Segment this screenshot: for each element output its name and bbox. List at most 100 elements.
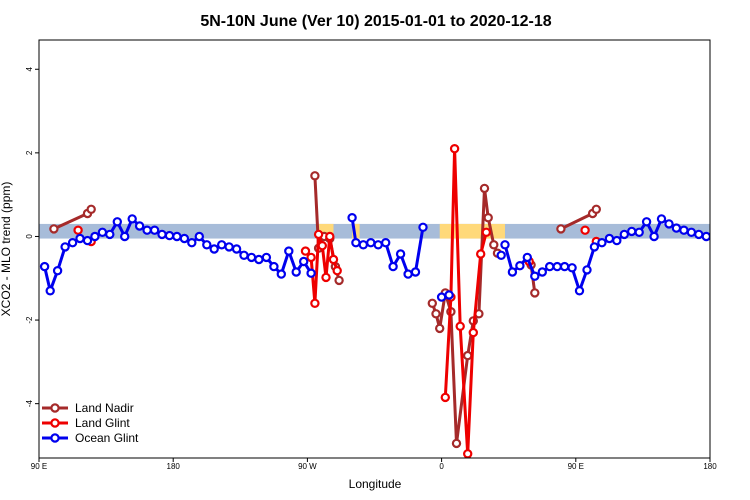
data-point-land-nadir-3-1 (530, 288, 540, 298)
y-tick-label-0: -4 (25, 400, 34, 408)
data-point-land-nadir-2-11 (489, 240, 499, 250)
data-point-ocean-glint-3-10 (574, 286, 585, 296)
data-point-ocean-glint-3-12 (589, 242, 600, 252)
data-point-ocean-glint-3-7 (552, 261, 562, 272)
data-point-land-nadir-1-5 (334, 275, 344, 286)
data-point-ocean-glint-1-7 (395, 249, 406, 259)
data-point-ocean-glint-1-10 (418, 222, 428, 232)
data-point-land-glint-3-5 (468, 327, 478, 338)
data-point-ocean-glint-0-6 (82, 235, 93, 246)
data-point-ocean-glint-0-14 (142, 225, 152, 235)
data-point-ocean-glint-1-0 (347, 212, 357, 223)
data-point-ocean-glint-3-1 (507, 267, 518, 277)
data-point-ocean-glint-1-4 (373, 240, 383, 250)
data-point-ocean-glint-3-5 (537, 267, 548, 277)
data-point-land-glint-2-1 (306, 252, 316, 263)
data-point-ocean-glint-3-25 (686, 227, 697, 237)
data-point-land-nadir-0-0 (49, 224, 59, 234)
data-point-ocean-glint-0-34 (291, 267, 301, 277)
legend-entry-land-nadir: Land Nadir (42, 401, 134, 415)
data-point-ocean-glint-3-6 (545, 261, 555, 272)
data-point-ocean-glint-3-2 (515, 261, 525, 271)
data-point-ocean-glint-3-15 (612, 235, 622, 246)
land-band-2 (439, 223, 483, 239)
x-axis: 90 E 180 90 W 0 90 E 180 (31, 458, 717, 471)
data-point-ocean-glint-0-31 (269, 261, 279, 272)
data-point-ocean-glint-0-27 (239, 250, 249, 260)
ocean-band (39, 223, 710, 239)
data-point-land-nadir-2-9 (479, 183, 490, 194)
data-point-ocean-glint-3-11 (582, 265, 592, 275)
data-point-land-glint-3-6 (476, 249, 486, 259)
data-point-ocean-glint-3-0 (500, 240, 510, 250)
data-point-land-glint-3-7 (481, 227, 491, 237)
data-point-land-glint-5-0 (580, 225, 590, 235)
y-axis-label: XCO2 - MLO trend (ppm) (0, 182, 13, 317)
data-point-ocean-glint-0-4 (67, 237, 78, 248)
data-point-ocean-glint-0-18 (172, 231, 182, 242)
data-point-land-nadir-2-6 (463, 350, 473, 361)
data-point-land-glint-3-3 (455, 321, 465, 331)
x-tick-label-1: 180 (167, 462, 181, 471)
data-point-ocean-glint-0-32 (276, 269, 286, 279)
data-point-ocean-glint-0-7 (90, 231, 100, 242)
series-line-land-glint-3 (443, 147, 488, 456)
data-point-ocean-glint-0-10 (112, 217, 123, 227)
data-point-ocean-glint-3-8 (559, 261, 570, 272)
data-point-land-nadir-2-10 (483, 212, 493, 223)
series-ocean-glint (39, 212, 710, 302)
data-point-land-nadir-2-5 (451, 438, 462, 449)
legend-entry-ocean-glint: Ocean Glint (42, 431, 139, 445)
data-point-ocean-glint-0-15 (149, 225, 160, 235)
data-point-land-nadir-1-0 (310, 171, 320, 181)
data-point-ocean-glint-1-9 (410, 267, 421, 277)
data-point-ocean-glint-1-6 (388, 261, 398, 272)
legend-swatch-marker-land-nadir (50, 403, 60, 413)
data-point-ocean-glint-0-26 (231, 244, 242, 254)
legend-label-land-nadir: Land Nadir (75, 401, 134, 415)
background-band (39, 223, 710, 239)
data-point-ocean-glint-3-9 (567, 263, 577, 273)
data-point-land-glint-3-0 (440, 392, 450, 403)
data-point-ocean-glint-0-17 (164, 230, 175, 241)
legend-entry-land-glint: Land Glint (42, 416, 130, 430)
series-land-glint (73, 143, 602, 458)
plot-series (39, 143, 710, 458)
data-point-ocean-glint-0-0 (39, 261, 50, 272)
data-point-ocean-glint-0-22 (202, 240, 212, 250)
x-tick-label-3: 0 (439, 462, 444, 471)
data-point-ocean-glint-0-1 (45, 286, 55, 296)
data-point-ocean-glint-1-8 (403, 269, 413, 279)
data-point-ocean-glint-3-18 (634, 227, 644, 237)
data-point-ocean-glint-0-11 (119, 231, 130, 242)
data-point-land-nadir-4-2 (591, 204, 602, 214)
data-point-land-glint-2-4 (317, 240, 327, 251)
x-tick-label-0: 90 E (31, 462, 47, 471)
data-point-ocean-glint-0-2 (52, 266, 63, 276)
data-point-ocean-glint-3-22 (664, 219, 674, 229)
data-point-land-nadir-2-1 (431, 309, 441, 319)
data-point-ocean-glint-0-25 (224, 242, 234, 252)
data-point-land-nadir-4-0 (556, 224, 566, 234)
data-point-ocean-glint-3-3 (522, 252, 533, 263)
data-point-land-glint-2-8 (332, 266, 342, 276)
data-point-ocean-glint-0-35 (299, 256, 309, 267)
data-point-ocean-glint-3-13 (597, 237, 607, 248)
data-point-ocean-glint-3-24 (679, 225, 689, 235)
data-point-ocean-glint-0-9 (105, 229, 115, 240)
data-point-land-glint-2-3 (313, 229, 324, 240)
data-point-ocean-glint-0-12 (127, 214, 137, 224)
land-band-1 (352, 223, 360, 239)
data-point-ocean-glint-0-29 (254, 254, 264, 265)
data-point-ocean-glint-3-17 (627, 226, 637, 237)
data-point-ocean-glint-3-23 (671, 223, 682, 233)
data-point-ocean-glint-0-8 (97, 227, 108, 237)
x-tick-label-5: 180 (703, 462, 717, 471)
y-axis: -4 -2 0 2 4 (25, 66, 39, 407)
data-point-ocean-glint-1-1 (351, 237, 361, 248)
data-point-ocean-glint-3-27 (701, 231, 710, 242)
data-point-land-nadir-2-0 (427, 298, 437, 308)
data-point-land-nadir-0-2 (86, 204, 96, 214)
data-point-ocean-glint-0-16 (157, 229, 167, 240)
